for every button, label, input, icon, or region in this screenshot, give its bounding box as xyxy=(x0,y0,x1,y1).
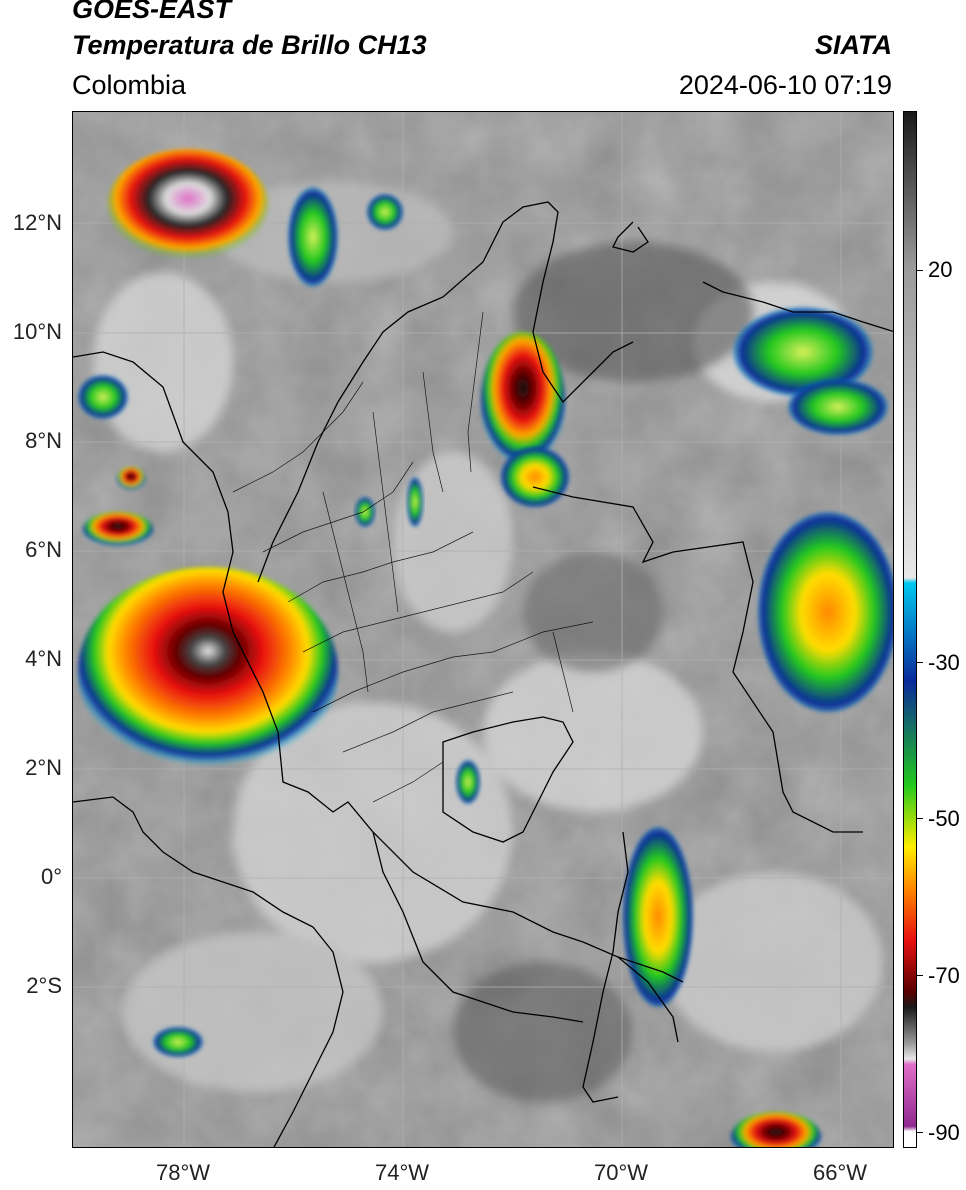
product-title: Temperatura de Brillo CH13 xyxy=(72,30,427,60)
lat-label-4n: 4°N xyxy=(25,646,62,671)
lat-label-0: 0° xyxy=(40,864,62,889)
map-canvas xyxy=(73,112,893,1147)
lat-label-2n: 2°N xyxy=(25,755,62,780)
colorbar-label-minus50: -50 xyxy=(928,806,960,831)
lon-label-70w: 70°W xyxy=(593,1160,649,1185)
colorbar-tick xyxy=(917,818,923,819)
lat-label-8n: 8°N xyxy=(25,428,62,453)
lon-label-78w: 78°W xyxy=(155,1160,211,1185)
lat-label-6n: 6°N xyxy=(25,537,62,562)
lon-label-66w: 66°W xyxy=(812,1160,868,1185)
colorbar-tick xyxy=(917,1132,923,1133)
datetime-label: 2024-06-10 07:19 xyxy=(678,70,892,100)
satellite-title: GOES-EAST xyxy=(72,0,232,24)
convective-cells xyxy=(78,149,893,1147)
colorbar-label-20: 20 xyxy=(928,257,953,282)
lon-label-74w: 74°W xyxy=(374,1160,430,1185)
colorbar-label-minus70: -70 xyxy=(928,963,960,988)
lat-label-12n: 12°N xyxy=(12,210,62,235)
satellite-map[interactable] xyxy=(72,111,894,1148)
lat-label-2s: 2°S xyxy=(26,973,62,998)
department-lines xyxy=(232,311,594,803)
colorbar-tick xyxy=(917,662,923,663)
agency-label: SIATA xyxy=(815,30,892,60)
region-label: Colombia xyxy=(72,70,187,100)
borders xyxy=(73,201,893,1147)
colorbar-label-minus90: -90 xyxy=(928,1120,960,1145)
colorbar-tick xyxy=(917,975,923,976)
colorbar-label-minus30: -30 xyxy=(928,650,960,675)
colorbar xyxy=(903,111,917,1148)
colorbar-tick xyxy=(917,270,923,271)
lat-label-10n: 10°N xyxy=(12,319,62,344)
